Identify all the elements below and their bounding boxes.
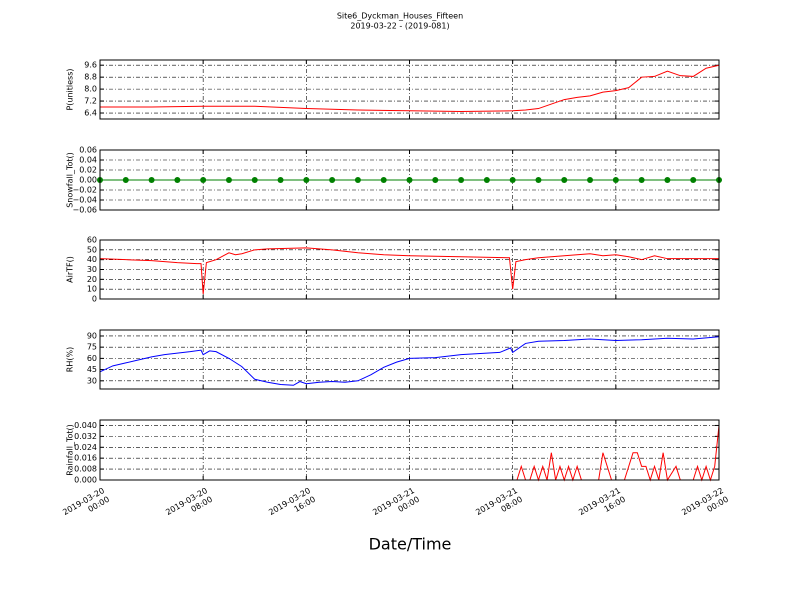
y-tick-label: 30 [87,265,97,274]
plot-frame [99,149,720,211]
y-tick-label: 0.016 [74,454,97,463]
plot-frame [99,239,720,300]
y-tick-label: 0.00 [79,176,97,185]
y-tick-label: 8.8 [84,73,97,82]
y-tick-label: 0 [92,295,97,304]
data-point [200,177,207,183]
data-point [664,177,671,183]
data-point [432,177,439,183]
plot-frame [99,59,720,120]
y-tick-label: −0.06 [72,206,97,215]
y-axis-label: P(unitless) [66,68,75,110]
data-point [251,177,258,183]
data-point [509,177,516,183]
y-tick-label: 0.06 [79,146,97,155]
data-point [122,177,129,183]
y-tick-label: 75 [87,343,97,352]
y-axis-label: Snowfall_Tot() [66,152,75,208]
y-tick-label: 0.032 [74,432,97,441]
data-point [561,177,568,183]
data-point [638,177,645,183]
data-line [99,247,719,295]
plot-frame [99,329,720,390]
data-point [458,177,465,183]
y-tick-label: 0.04 [79,156,97,165]
y-tick-label: 0.000 [74,476,97,485]
y-tick-label: 40 [87,255,97,264]
data-point [690,177,697,183]
y-tick-label: 7.2 [84,97,97,106]
y-tick-label: 30 [87,376,97,385]
y-axis-label: RH(%) [66,347,75,372]
data-line [99,336,720,386]
data-point [303,177,310,183]
y-tick-label: 0.040 [74,421,97,430]
y-tick-label: 0.02 [79,166,97,175]
y-tick-label: 45 [87,365,97,374]
data-point [587,177,594,183]
data-point [354,177,361,183]
data-point [483,177,490,183]
chart-subtitle: 2019-03-22 - (2019-081) [350,22,449,31]
y-tick-label: 50 [87,245,97,254]
data-point [380,177,387,183]
data-point [535,177,542,183]
y-tick-label: 0.008 [74,465,97,474]
data-point [148,177,155,183]
x-axis-label: Date/Time [369,535,452,554]
y-tick-label: 9.6 [84,61,97,70]
y-tick-label: 8.0 [84,85,97,94]
y-tick-label: −0.02 [72,186,97,195]
y-tick-label: 60 [87,354,97,363]
data-point [406,177,413,183]
data-point [329,177,336,183]
chart-title: Site6_Dyckman_Houses_Fifteen [337,12,463,21]
y-tick-label: 0.024 [74,443,97,452]
y-tick-label: 10 [87,285,97,294]
y-axis-label: Rainfall_Tot() [66,424,75,476]
data-point [277,177,284,183]
y-axis-label: AirTF() [66,256,75,283]
y-tick-label: 60 [87,236,97,245]
y-tick-label: 90 [87,331,97,340]
data-line [100,64,720,113]
data-point [174,177,181,183]
data-point [225,177,232,183]
y-tick-label: 20 [87,275,97,284]
plot-frame [99,419,720,481]
data-point [612,177,619,183]
y-tick-label: 6.4 [84,109,97,118]
y-tick-label: −0.04 [72,196,97,205]
